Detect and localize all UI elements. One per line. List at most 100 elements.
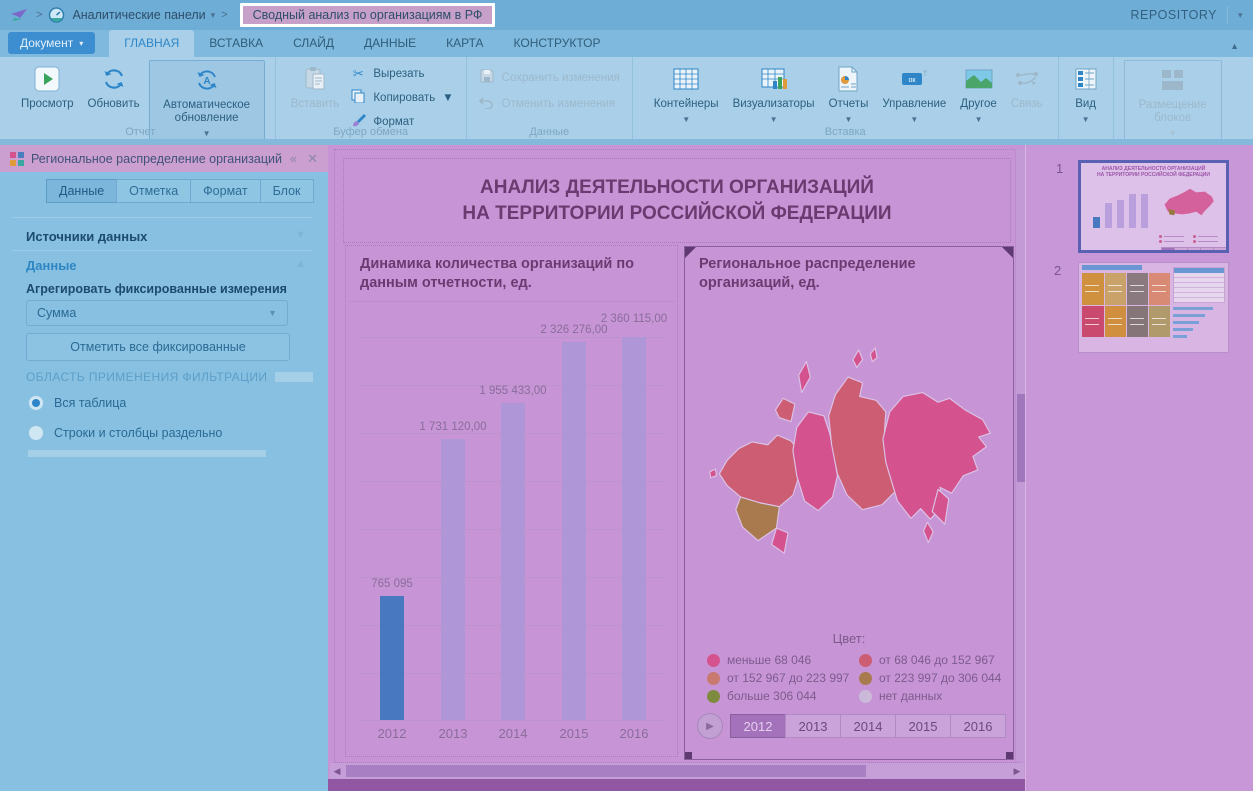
collapse-panel-icon[interactable]: «: [289, 150, 298, 166]
year-button-2015[interactable]: 2015: [895, 714, 951, 738]
containers-button[interactable]: Контейнеры ▼: [649, 60, 724, 130]
divider: [12, 217, 312, 218]
bar-2015[interactable]: [562, 342, 586, 720]
slide-thumbnail-2[interactable]: [1078, 262, 1229, 353]
x-axis-label: 2014: [498, 726, 528, 741]
ribbon-bottom-strip: [0, 139, 1253, 145]
management-button[interactable]: ок Управление ▼: [877, 60, 951, 130]
slide-canvas[interactable]: АНАЛИЗ ДЕЯТЕЛЬНОСТИ ОРГАНИЗАЦИЙ НА ТЕРРИ…: [328, 145, 1026, 791]
bar-2016[interactable]: [622, 337, 646, 720]
scroll-right-arrow[interactable]: ▶: [1013, 765, 1021, 776]
breadcrumb-separator: >: [36, 9, 43, 21]
document-menu-button[interactable]: Документ ▾: [8, 32, 96, 54]
aggregate-select[interactable]: Сумма ▼: [26, 300, 288, 326]
radio-rows-cols[interactable]: Строки и столбцы раздельно: [28, 425, 222, 441]
bar-chart-block[interactable]: Динамика количества организаций по данны…: [345, 245, 678, 757]
blocks-layout-button: Размещение блоков ▼: [1123, 60, 1222, 145]
collapse-ribbon-icon[interactable]: ▲: [1230, 41, 1239, 51]
selection-handle[interactable]: [1002, 247, 1013, 258]
other-button[interactable]: Другое ▼: [955, 60, 1002, 130]
russia-map[interactable]: [685, 319, 1015, 619]
group-label-report: Отчет: [125, 126, 156, 138]
tab-slide[interactable]: СЛАЙД: [293, 36, 335, 50]
scroll-left-arrow[interactable]: ◀: [333, 765, 341, 776]
bar-chart-plot[interactable]: 765 095 2012 1 731 120,00 2013 1 955 433,00 2…: [346, 246, 677, 756]
bar-2014[interactable]: [501, 403, 525, 720]
format-button[interactable]: Формат: [350, 113, 453, 130]
x-axis-label: 2016: [619, 726, 649, 741]
cut-button[interactable]: ✂ Вырезать: [350, 66, 453, 82]
repository-button[interactable]: REPOSITORY ▾: [1130, 6, 1243, 24]
radio-whole-table-label: Вся таблица: [54, 396, 127, 410]
panel-tab-format[interactable]: Формат: [190, 179, 261, 203]
breadcrumb-analytic-panels[interactable]: Аналитические панели ▾: [72, 8, 215, 22]
tab-dannye[interactable]: ДАННЫЕ: [364, 36, 417, 50]
preview-button[interactable]: Просмотр: [16, 60, 79, 115]
year-button-2016[interactable]: 2016: [950, 714, 1006, 738]
tab-konstruktor[interactable]: КОНСТРУКТОР: [513, 36, 601, 50]
tab-vstavka[interactable]: ВСТАВКА: [209, 36, 264, 50]
selection-handle[interactable]: [685, 752, 692, 759]
bottom-strip: [328, 779, 1025, 791]
aggregate-value: Сумма: [37, 306, 77, 320]
mark-all-fixed-button[interactable]: Отметить все фиксированные: [26, 333, 290, 361]
breadcrumb-current[interactable]: Сводный анализ по организациям в РФ: [239, 3, 496, 27]
app-logo-icon[interactable]: [10, 8, 30, 22]
reports-button[interactable]: Отчеты ▼: [824, 60, 874, 130]
selection-handle[interactable]: [1006, 752, 1013, 759]
year-button-2014[interactable]: 2014: [840, 714, 896, 738]
bar-2012[interactable]: [380, 596, 404, 720]
ribbon-group-data: Сохранить изменения Отменить изменения Д…: [467, 57, 633, 139]
mini-table-and-bars: [1173, 267, 1225, 342]
gridline: [359, 720, 664, 721]
panel-header: Региональное распределение организаций «…: [0, 145, 328, 172]
selection-handle[interactable]: [685, 247, 696, 258]
section-data-label: Данные: [26, 258, 77, 273]
legend-item: от 152 967 до 223 997: [707, 671, 859, 685]
vertical-scrollbar-thumb[interactable]: [1017, 394, 1025, 482]
map-region-sakhalin: [922, 521, 934, 544]
map-block[interactable]: Региональное распределение организаций, …: [684, 246, 1014, 760]
view-button[interactable]: Вид ▼: [1069, 60, 1103, 130]
ribbon-group-clipboard: Вставить ✂ Вырезать Копировать ▼ Формат …: [276, 57, 467, 139]
visualizers-button[interactable]: Визуализаторы ▼: [728, 60, 820, 130]
chevron-down-icon: ▼: [268, 308, 277, 318]
block-type-icon: [10, 151, 24, 166]
panel-tab-otmetka[interactable]: Отметка: [116, 179, 192, 203]
refresh-button[interactable]: Обновить: [83, 60, 145, 115]
blocks-layout-label: Размещение блоков: [1138, 99, 1207, 124]
horizontal-scrollbar-thumb[interactable]: [346, 765, 866, 777]
close-panel-icon[interactable]: ✕: [307, 150, 318, 166]
slide-1-number: 1: [1056, 161, 1064, 176]
copy-label: Копировать: [373, 91, 436, 104]
slide-thumbnail-1[interactable]: АНАЛИЗ ДЕЯТЕЛЬНОСТИ ОРГАНИЗАЦИЙ НА ТЕРРИТ…: [1078, 160, 1229, 253]
section-data[interactable]: Данные ▲: [26, 258, 306, 273]
play-years-button[interactable]: ▶: [697, 713, 723, 739]
vertical-scrollbar[interactable]: [1015, 149, 1026, 761]
map-legend-title: Цвет:: [832, 631, 866, 646]
header-tail-decoration: [275, 372, 314, 382]
paste-button: Вставить: [286, 60, 345, 115]
save-changes-label: Сохранить изменения: [501, 71, 620, 84]
map-region-european: [718, 434, 801, 508]
radio-whole-table[interactable]: Вся таблица: [28, 395, 126, 411]
panel-tab-dannye[interactable]: Данные: [46, 179, 118, 203]
tab-glavnaya[interactable]: ГЛАВНАЯ: [109, 30, 195, 57]
bar-2013[interactable]: [441, 439, 465, 720]
year-button-2013[interactable]: 2013: [785, 714, 841, 738]
auto-refresh-button[interactable]: A Автоматическое обновление ▼: [148, 60, 265, 145]
slide-title-block[interactable]: АНАЛИЗ ДЕЯТЕЛЬНОСТИ ОРГАНИЗАЦИЙ НА ТЕРРИ…: [343, 158, 1011, 243]
section-data-sources[interactable]: Источники данных ▼: [26, 229, 306, 244]
year-button-2012[interactable]: 2012: [730, 714, 786, 738]
panel-tab-blok[interactable]: Блок: [259, 179, 314, 203]
chevron-down-icon: ▾: [79, 38, 84, 48]
ribbon-tab-row: Документ ▾ ГЛАВНАЯ ВСТАВКА СЛАЙД ДАННЫЕ …: [0, 30, 1253, 57]
aggregate-label: Агрегировать фиксированные измерения: [26, 282, 287, 296]
dashboards-icon[interactable]: [48, 7, 65, 23]
section-data-sources-label: Источники данных: [26, 229, 148, 244]
copy-button[interactable]: Копировать ▼: [350, 89, 454, 106]
tab-karta[interactable]: КАРТА: [446, 36, 484, 50]
gridline: [359, 337, 664, 338]
horizontal-scrollbar[interactable]: ◀ ▶: [330, 763, 1024, 779]
chevron-down-icon: ▼: [844, 115, 853, 124]
